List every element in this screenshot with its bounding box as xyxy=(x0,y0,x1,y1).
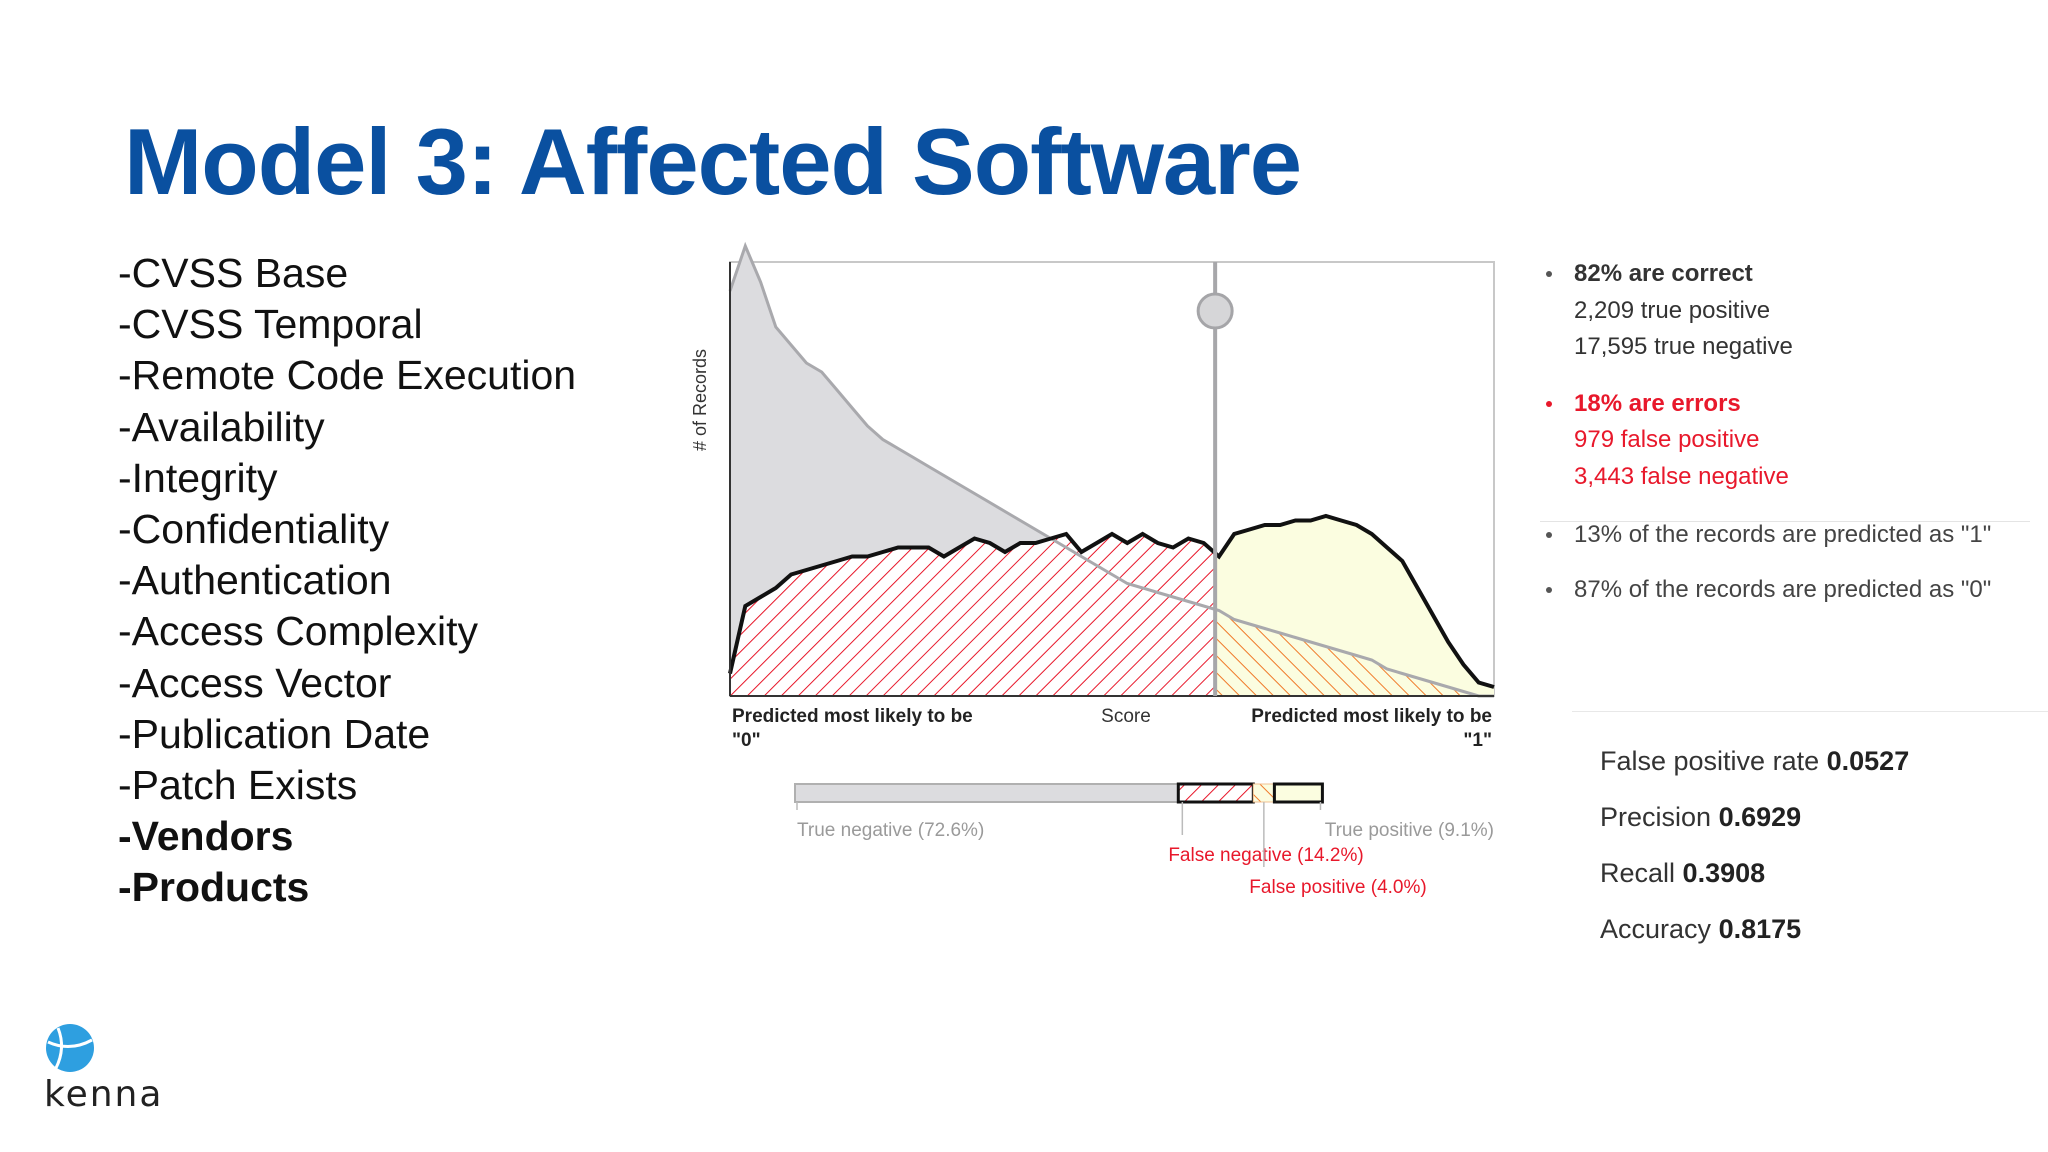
breakdown-true-positive xyxy=(1272,782,1324,804)
bullet-icon xyxy=(1546,400,1552,407)
breakdown-false-positive-label: False positive (4.0%) xyxy=(1249,877,1426,898)
errors-group: 18% are errors 979 false positive 3,443 … xyxy=(1540,386,1991,496)
feature-item-bold: -Products xyxy=(118,864,310,911)
feature-item: -CVSS Base xyxy=(118,250,349,296)
feature-item: -Integrity xyxy=(118,454,278,501)
metric-value: 0.0527 xyxy=(1826,746,1910,776)
feature-item: -Publication Date xyxy=(118,710,431,757)
x-axis-label: Score xyxy=(1101,706,1151,727)
breakdown-false-positive xyxy=(1252,783,1275,803)
feature-item: -Availability xyxy=(118,403,325,450)
breakdown-false-negative xyxy=(1176,782,1255,804)
errors-head: 18% are errors xyxy=(1574,389,1741,417)
breakdown-true-negative-label: True negative (72.6%) xyxy=(797,820,984,841)
predicted-1-text: 13% of the records are predicted as "1" xyxy=(1574,521,1992,548)
breakdown-true-negative xyxy=(794,783,1180,803)
metric-value: 0.6929 xyxy=(1718,802,1802,832)
true-negative-count: 17,595 true negative xyxy=(1574,333,1793,360)
metric-row: False positive rate 0.0527 xyxy=(1600,733,1909,789)
false-negative-count: 3,443 false negative xyxy=(1574,462,1789,490)
feature-item: -Patch Exists xyxy=(118,762,358,809)
feature-item-bold: -Vendors xyxy=(118,813,294,860)
false-positive-area xyxy=(1215,609,1494,696)
true-positive-count: 2,209 true positive xyxy=(1574,296,1771,324)
bullet-icon xyxy=(1546,586,1552,593)
metric-label: Recall xyxy=(1600,858,1676,888)
metric-label: False positive rate xyxy=(1600,746,1820,776)
metric-value: 0.8175 xyxy=(1718,914,1802,944)
feature-item: -Authentication xyxy=(118,557,392,604)
series-line-actual-1 xyxy=(728,513,1495,689)
correct-group: 82% are correct 2,209 true positive 17,5… xyxy=(1540,256,1991,366)
stats-panel: 82% are correct 2,209 true positive 17,5… xyxy=(1540,256,1991,608)
metric-label: Precision xyxy=(1600,802,1712,832)
metric-row: Recall 0.3908 xyxy=(1600,845,1909,901)
predicted-0-text: 87% of the records are predicted as "0" xyxy=(1574,575,1992,603)
bullet-icon xyxy=(1546,532,1552,538)
predicted-1-share: 13% of the records are predicted as "1" xyxy=(1540,517,1991,554)
feature-item: -CVSS Temporal xyxy=(118,301,423,348)
metric-row: Accuracy 0.8175 xyxy=(1600,901,1909,957)
slide-title: Model 3: Affected Software xyxy=(124,109,1302,214)
correct-head: 82% are correct xyxy=(1574,260,1753,287)
feature-item: -Access Vector xyxy=(118,659,392,706)
y-axis-label: # of Records xyxy=(690,349,710,451)
x-right-label-line1: Predicted most likely to be xyxy=(1251,706,1492,727)
metric-value: 0.3908 xyxy=(1682,858,1766,888)
x-right-label-line2: "1" xyxy=(1463,730,1492,751)
x-left-label-line1: Predicted most likely to be xyxy=(732,706,973,727)
breakdown-true-positive-label: True positive (9.1%) xyxy=(1325,820,1494,841)
feature-item: -Remote Code Execution xyxy=(118,352,577,399)
feature-list: -CVSS Base -CVSS Temporal -Remote Code E… xyxy=(118,248,576,914)
stats-divider xyxy=(1540,521,2030,522)
logo-text: kenna xyxy=(44,1074,164,1115)
predicted-0-share: 87% of the records are predicted as "0" xyxy=(1540,572,1991,609)
metric-label: Accuracy xyxy=(1600,914,1712,944)
feature-item: -Access Complexity xyxy=(118,608,478,655)
threshold-handle[interactable] xyxy=(1196,292,1234,330)
series-line-actual-0 xyxy=(728,241,1494,698)
false-positive-count: 979 false positive xyxy=(1574,426,1760,453)
breakdown-false-negative-label: False negative (14.2%) xyxy=(1168,845,1363,866)
feature-item: -Confidentiality xyxy=(118,506,390,553)
bullet-icon xyxy=(1546,271,1552,277)
metric-row: Precision 0.6929 xyxy=(1600,789,1909,845)
kenna-logo-icon xyxy=(46,1024,94,1072)
x-left-label-line2: "0" xyxy=(732,730,761,751)
metrics-divider xyxy=(1572,711,2048,712)
false-negative-area xyxy=(730,534,1216,696)
metrics-panel: False positive rate 0.0527 Precision 0.6… xyxy=(1600,733,1909,957)
